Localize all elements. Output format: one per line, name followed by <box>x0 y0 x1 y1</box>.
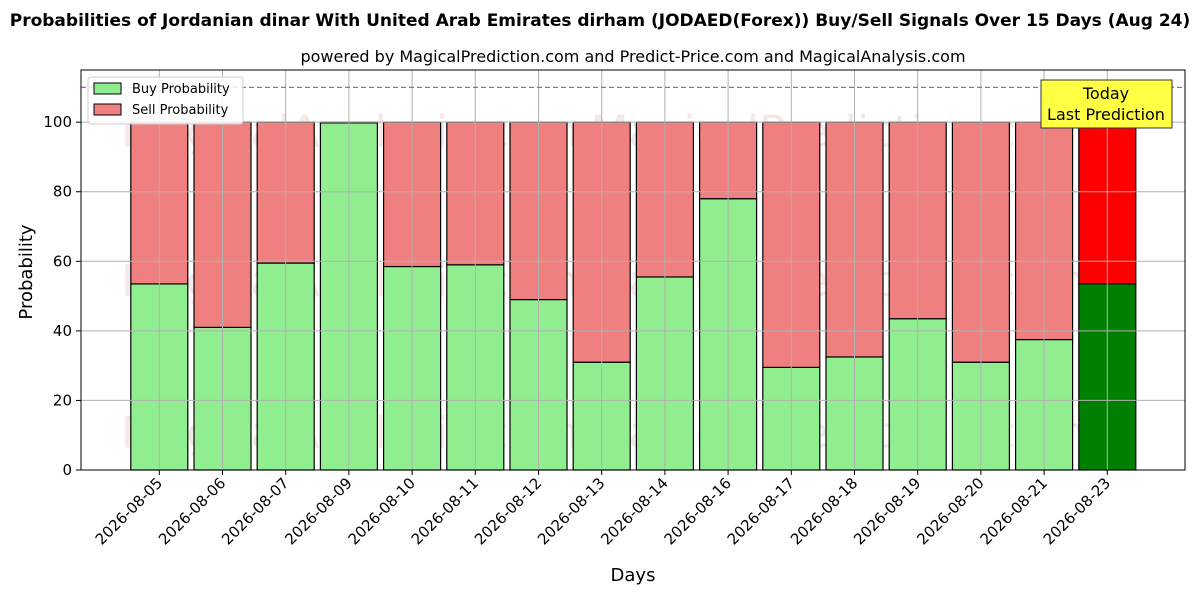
y-axis-label: Probability <box>16 224 37 319</box>
x-tick-label: 2026-08-10 <box>345 474 419 548</box>
x-tick-label: 2026-08-09 <box>281 474 355 548</box>
x-tick-label: 2026-08-18 <box>787 474 861 548</box>
x-tick-label: 2026-08-16 <box>661 474 735 548</box>
legend-label: Buy Probability <box>132 82 230 97</box>
x-tick-label: 2026-08-17 <box>724 474 798 548</box>
legend-swatch <box>93 103 122 116</box>
y-tick-label: 60 <box>53 252 72 270</box>
chart-title: Probabilities of Jordanian dinar With Un… <box>10 11 1191 31</box>
x-tick-label: 2026-08-12 <box>471 474 545 548</box>
chart-subtitle: powered by MagicalPrediction.com and Pre… <box>300 47 965 66</box>
x-tick-label: 2026-08-11 <box>408 474 482 548</box>
y-tick-label: 40 <box>53 322 72 340</box>
legend-label: Sell Probability <box>132 103 229 118</box>
x-tick-label: 2026-08-19 <box>850 474 924 548</box>
y-tick-label: 0 <box>62 461 72 479</box>
x-tick-label: 2026-08-20 <box>913 474 987 548</box>
plot-area: MagicalAnalysis.comMagicalPrediction.com… <box>43 69 1186 548</box>
y-tick-label: 20 <box>53 391 72 409</box>
axes-frame <box>80 69 1186 471</box>
x-tick-label: 2026-08-13 <box>534 474 608 548</box>
x-tick-label: 2026-08-07 <box>218 474 292 548</box>
legend-box <box>87 76 244 125</box>
annotation-today: Today <box>1082 84 1129 103</box>
annotation-last-prediction: Last Prediction <box>1047 105 1165 124</box>
annotation-box <box>1040 79 1173 129</box>
y-tick-label: 100 <box>43 113 72 131</box>
x-axis-label: Days <box>611 565 656 586</box>
legend-swatch <box>93 82 122 95</box>
x-tick-label: 2026-08-21 <box>977 474 1051 548</box>
y-tick-label: 80 <box>53 183 72 201</box>
x-tick-label: 2026-08-14 <box>597 474 671 548</box>
x-tick-label: 2026-08-06 <box>155 474 229 548</box>
x-tick-label: 2026-08-05 <box>92 474 166 548</box>
x-tick-label: 2026-08-23 <box>1040 474 1114 548</box>
